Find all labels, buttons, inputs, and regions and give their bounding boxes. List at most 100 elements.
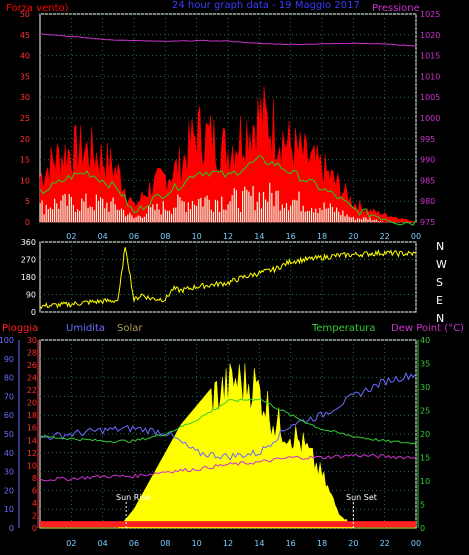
rain-tick-20: 20 — [4, 486, 14, 495]
rain-legend: Pioggia — [2, 323, 38, 334]
humidity-tick-26: 26 — [27, 361, 37, 370]
direction-label-n: N — [436, 240, 444, 253]
humidity-tick-28: 28 — [27, 349, 37, 358]
rain-tick-80: 80 — [4, 374, 14, 383]
p1-xtick-08: 08 — [160, 232, 170, 241]
wind-pressure-panel: 0510152025303540455097598098599099510001… — [20, 10, 441, 241]
pressure-line — [39, 33, 417, 47]
wind-direction-panel: 0 90 180 270 360 — [21, 238, 417, 317]
pressure-tick-1025: 1025 — [420, 10, 440, 19]
temperature-legend: Temperatura — [311, 323, 376, 334]
humidity-tick-22: 22 — [27, 386, 37, 395]
rain-bar — [40, 521, 416, 528]
temperature-humidity-panel: 0 10 20 30 40 50 60 70 80 90 100 02 4 6 8 10 12 14 16 18 20 2… — [0, 336, 430, 548]
p1-xtick-04: 04 — [98, 232, 108, 241]
humidity-tick-6: 6 — [32, 486, 37, 495]
wind-tick-35: 35 — [20, 72, 30, 81]
rain-tick-60: 60 — [4, 411, 14, 420]
p3-xtick-20: 20 — [348, 539, 358, 548]
p3-xtick-08: 08 — [160, 539, 170, 548]
temperature-tick-10: 10 — [420, 477, 430, 486]
humidity-tick-18: 18 — [27, 411, 37, 420]
p3-xtick-02: 02 — [66, 539, 76, 548]
p3-xtick-10: 10 — [192, 539, 202, 548]
temperature-tick-0: 0 — [420, 524, 425, 533]
p1-xtick-06: 06 — [129, 232, 139, 241]
pressure-tick-1020: 1020 — [420, 31, 440, 40]
wind-tick-0: 0 — [25, 218, 30, 227]
pressure-tick-985: 985 — [420, 176, 435, 185]
humidity-tick-16: 16 — [27, 424, 37, 433]
temperature-line — [39, 398, 417, 446]
temperature-tick-20: 20 — [420, 430, 430, 439]
humidity-tick-4: 4 — [32, 499, 37, 508]
wind-label: Forza vento) — [6, 3, 69, 14]
humidity-tick-2: 2 — [32, 511, 37, 520]
humidity-tick-24: 24 — [27, 374, 37, 383]
humidity-line — [39, 371, 417, 461]
wind-tick-30: 30 — [20, 93, 30, 102]
direction-tick-180: 180 — [21, 273, 36, 282]
wind-tick-15: 15 — [20, 156, 30, 165]
rain-tick-40: 40 — [4, 449, 14, 458]
p3-xtick-22: 22 — [380, 539, 390, 548]
direction-label-e: E — [436, 294, 443, 307]
pressure-tick-980: 980 — [420, 197, 435, 206]
wind-tick-50: 50 — [20, 10, 30, 19]
rain-tick-30: 30 — [4, 468, 14, 477]
p1-xtick-18: 18 — [317, 232, 327, 241]
direction-tick-270: 270 — [21, 256, 36, 265]
humidity-tick-8: 8 — [32, 474, 37, 483]
p3-xtick-04: 04 — [98, 539, 108, 548]
wind-tick-20: 20 — [20, 135, 30, 144]
pressure-tick-1010: 1010 — [420, 72, 440, 81]
p3-xtick-12: 12 — [223, 539, 233, 548]
direction-label-s: S — [436, 276, 443, 289]
wind-tick-5: 5 — [25, 197, 30, 206]
solar-legend: Solar — [117, 323, 143, 334]
temperature-tick-35: 35 — [420, 360, 430, 369]
wind-tick-25: 25 — [20, 114, 30, 123]
direction-tick-90: 90 — [26, 291, 36, 300]
pressure-tick-975: 975 — [420, 218, 435, 227]
wind-tick-40: 40 — [20, 52, 30, 61]
p1-xtick-22: 22 — [380, 232, 390, 241]
p1-xtick-12: 12 — [223, 232, 233, 241]
temperature-tick-15: 15 — [420, 454, 430, 463]
p1-xtick-16: 16 — [286, 232, 296, 241]
humidity-tick-14: 14 — [27, 436, 37, 445]
wind-tick-10: 10 — [20, 176, 30, 185]
rain-tick-90: 90 — [4, 355, 14, 364]
rain-tick-70: 70 — [4, 392, 14, 401]
chart-title: 24 hour graph data - 19 Maggio 2017 — [172, 0, 360, 11]
pressure-tick-1005: 1005 — [420, 93, 440, 102]
humidity-tick-10: 10 — [27, 461, 37, 470]
direction-label-n2: N — [436, 312, 444, 325]
pressure-tick-990: 990 — [420, 156, 435, 165]
pressure-tick-995: 995 — [420, 135, 435, 144]
humidity-tick-30: 30 — [27, 336, 37, 345]
p3-xtick-14: 14 — [254, 539, 264, 548]
humidity-tick-12: 12 — [27, 449, 37, 458]
direction-tick-360: 360 — [21, 238, 36, 247]
humidity-legend: Umidita — [66, 323, 105, 334]
pressure-tick-1015: 1015 — [420, 52, 440, 61]
pressure-label: Pressione — [372, 3, 420, 14]
direction-label-w: W — [436, 258, 447, 271]
p1-xtick-20: 20 — [348, 232, 358, 241]
temperature-tick-40: 40 — [420, 336, 430, 345]
dewpoint-legend: Dew Point (°C) — [391, 323, 464, 334]
wind-tick-45: 45 — [20, 31, 30, 40]
gust-area — [39, 86, 417, 223]
p3-xtick-16: 16 — [286, 539, 296, 548]
rain-tick-50: 50 — [4, 430, 14, 439]
direction-tick-0: 0 — [31, 308, 36, 317]
p1-xtick-02: 02 — [66, 232, 76, 241]
p1-xtick-10: 10 — [192, 232, 202, 241]
temperature-tick-5: 5 — [420, 501, 425, 510]
wind-direction-line — [39, 247, 417, 310]
solar-area — [40, 363, 416, 529]
rain-tick-100: 100 — [0, 336, 14, 345]
pressure-tick-1000: 1000 — [420, 114, 440, 123]
